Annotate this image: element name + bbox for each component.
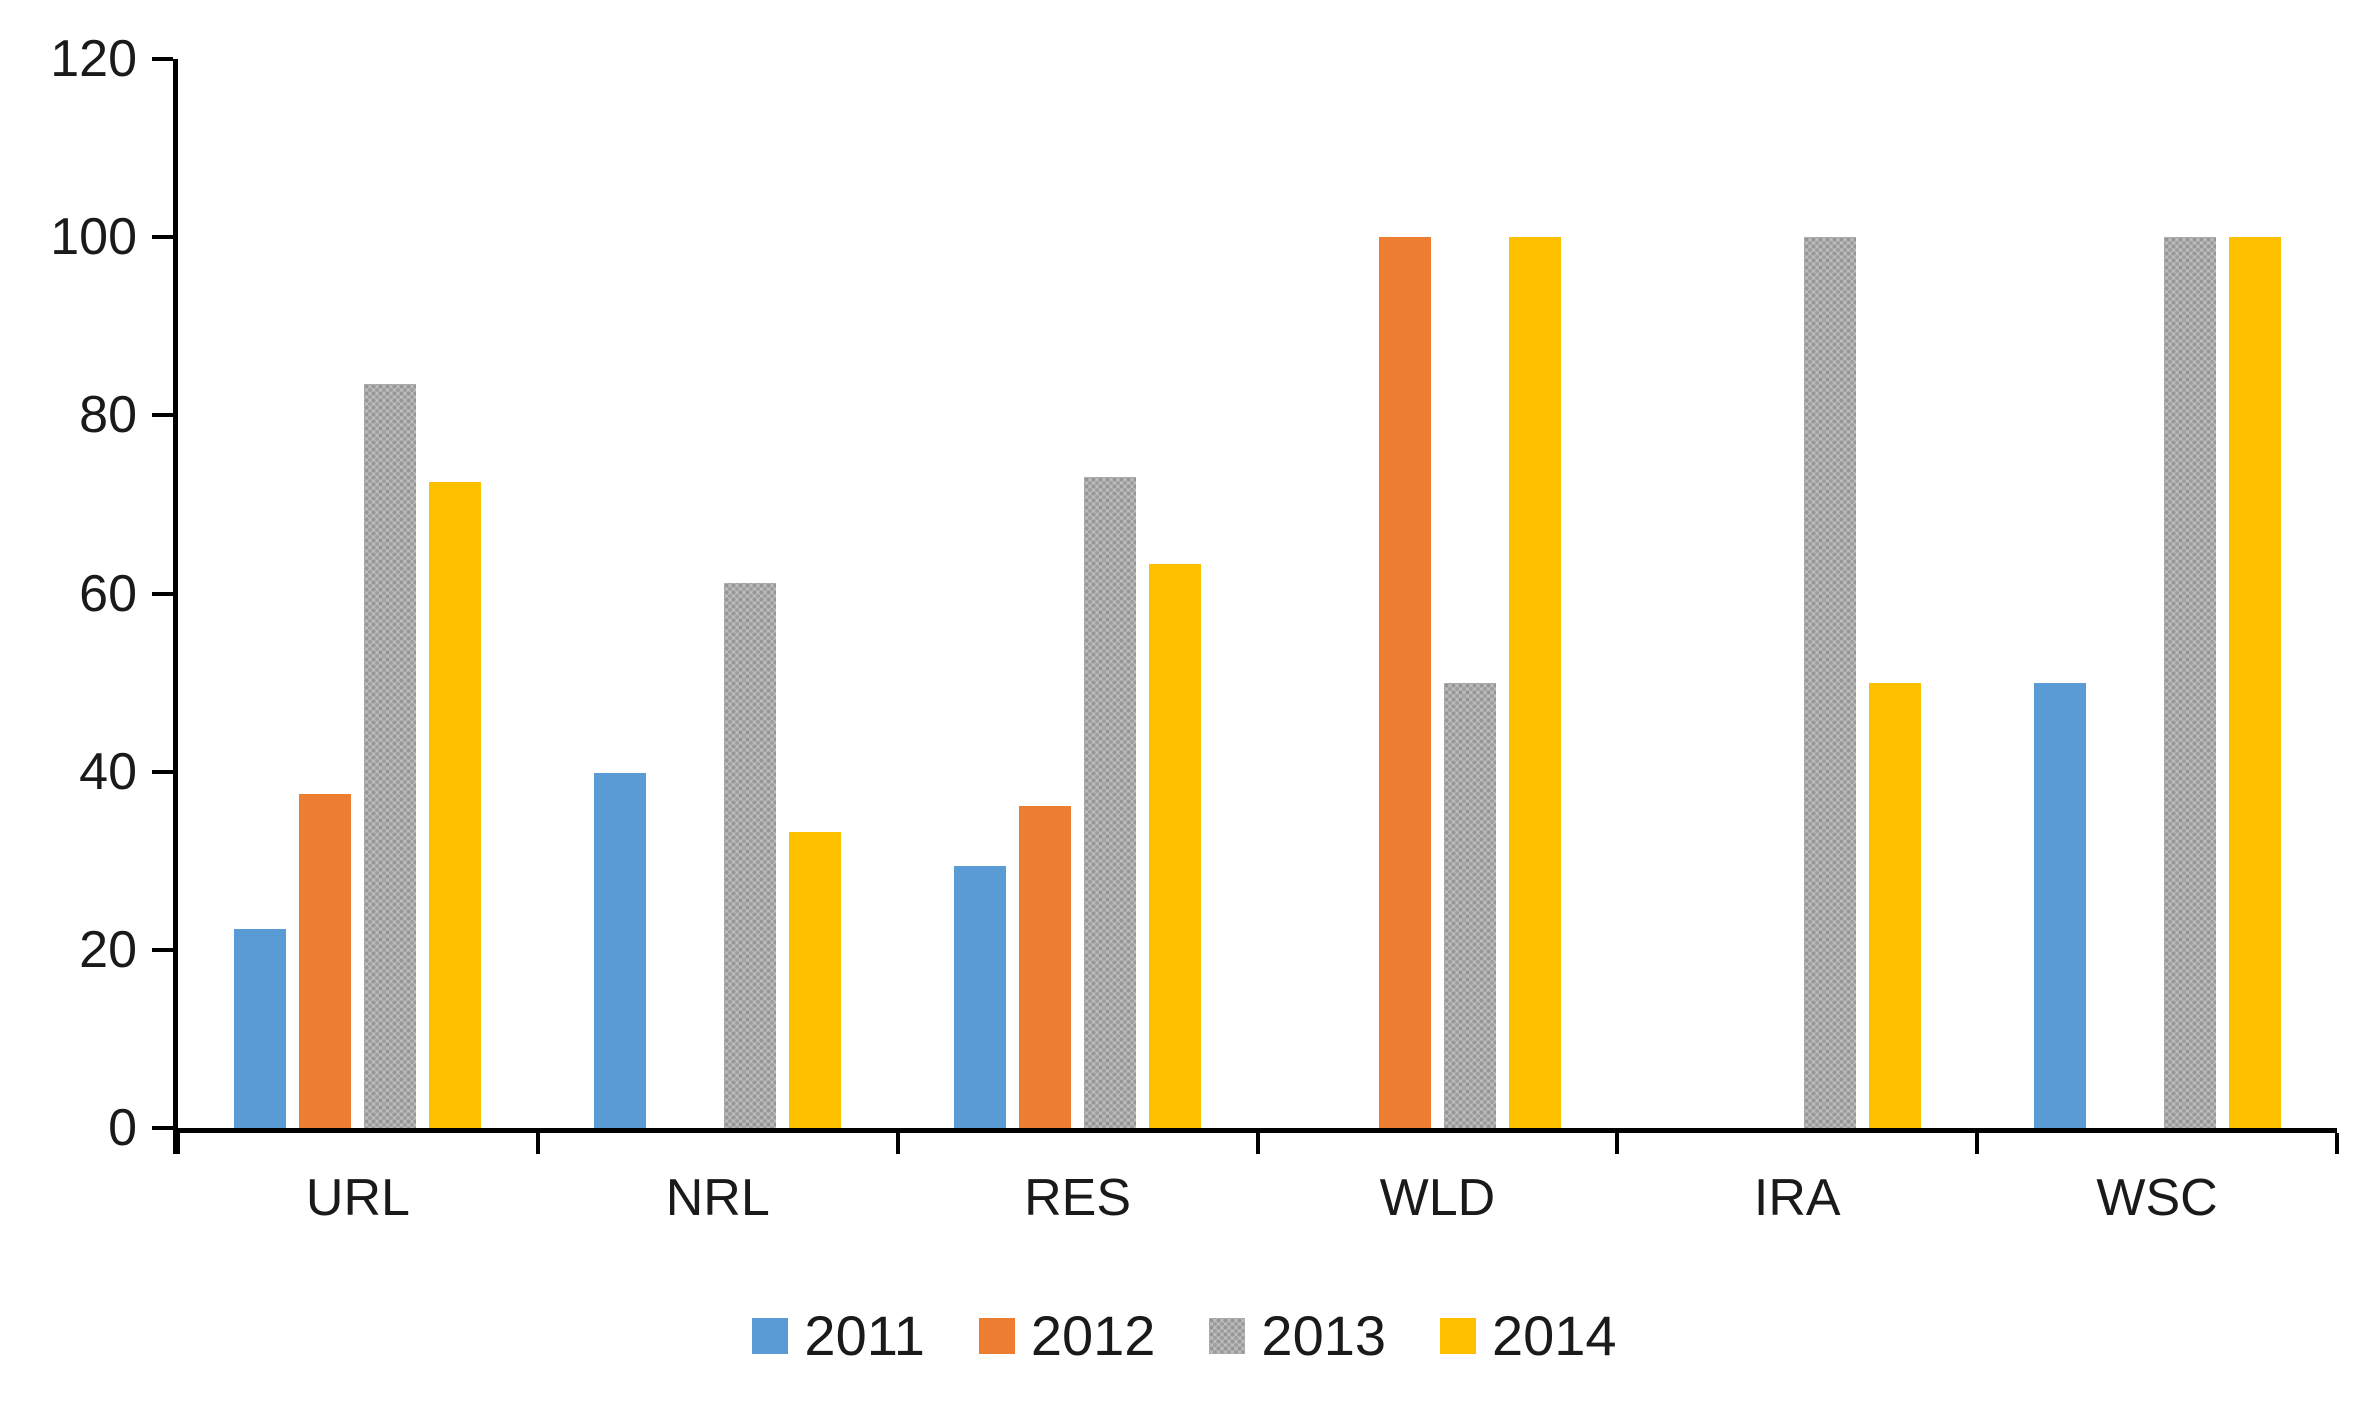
- bar-2011-WSC: [2033, 682, 2086, 1128]
- x-tick: [1975, 1133, 1980, 1154]
- legend-swatch-2012: [978, 1318, 1015, 1354]
- x-tick: [1255, 1133, 1260, 1154]
- legend-swatch-2011: [752, 1318, 789, 1354]
- bar-2014-WSC: [2228, 237, 2281, 1128]
- y-tick-label: 120: [50, 30, 137, 88]
- y-tick-label: 0: [108, 1099, 137, 1157]
- bar-2013-WSC: [2163, 237, 2216, 1128]
- legend: 2011 2012 2013 2014: [0, 1308, 2369, 1364]
- bar-2014-RES: [1149, 564, 1202, 1128]
- bar-2013-URL: [364, 384, 417, 1128]
- y-tick-label: 60: [79, 564, 137, 623]
- x-category-label-IRA: IRA: [1753, 1169, 1841, 1227]
- bar-2012-URL: [299, 793, 352, 1128]
- y-tick-label: 40: [79, 742, 137, 801]
- y-tick-label: 100: [50, 208, 137, 267]
- y-tick: [152, 235, 173, 240]
- y-tick-label: 20: [79, 920, 137, 979]
- y-tick: [152, 947, 173, 952]
- legend-swatch-2013: [1209, 1318, 1246, 1354]
- bar-2012-WLD: [1378, 237, 1431, 1128]
- y-axis: [173, 59, 178, 1154]
- x-tick: [895, 1133, 900, 1154]
- x-category-label-WLD: WLD: [1379, 1169, 1496, 1227]
- legend-label: 2014: [1492, 1304, 1617, 1367]
- legend-label: 2012: [1030, 1304, 1156, 1367]
- x-tick: [2335, 1133, 2339, 1154]
- y-tick: [152, 591, 173, 596]
- legend-item-2012: 2012: [978, 1304, 1156, 1367]
- bar-2011-NRL: [594, 773, 647, 1128]
- legend-item-2011: 2011: [752, 1304, 925, 1367]
- bar-2014-URL: [429, 482, 482, 1128]
- bar-2013-RES: [1084, 476, 1137, 1128]
- bar-2011-RES: [954, 866, 1007, 1128]
- bar-2014-NRL: [789, 832, 842, 1128]
- legend-item-2013: 2013: [1209, 1308, 1386, 1364]
- bar-2013-IRA: [1803, 237, 1856, 1128]
- y-tick: [152, 413, 173, 418]
- x-axis: [173, 1128, 2337, 1133]
- legend-label: 2013: [1261, 1304, 1386, 1367]
- y-tick: [152, 57, 173, 61]
- x-tick: [176, 1133, 180, 1154]
- bar-2011-URL: [234, 929, 287, 1128]
- legend-item-2014: 2014: [1440, 1308, 1617, 1364]
- y-tick: [152, 769, 173, 774]
- bar-2014-IRA: [1868, 682, 1921, 1128]
- x-category-label-NRL: NRL: [665, 1169, 770, 1227]
- y-tick-label: 80: [79, 386, 137, 445]
- y-tick: [152, 1126, 173, 1130]
- legend-label: 2011: [804, 1304, 925, 1367]
- x-tick: [535, 1133, 540, 1154]
- bar-2013-NRL: [724, 582, 777, 1128]
- x-category-label-URL: URL: [305, 1169, 410, 1227]
- x-category-label-RES: RES: [1024, 1169, 1132, 1227]
- bar-2014-WLD: [1508, 237, 1561, 1128]
- bar-2012-RES: [1019, 805, 1072, 1128]
- x-category-label-WSC: WSC: [2096, 1169, 2218, 1227]
- x-tick: [1615, 1133, 1620, 1154]
- legend-swatch-2014: [1440, 1318, 1476, 1354]
- bar-2013-WLD: [1443, 682, 1496, 1128]
